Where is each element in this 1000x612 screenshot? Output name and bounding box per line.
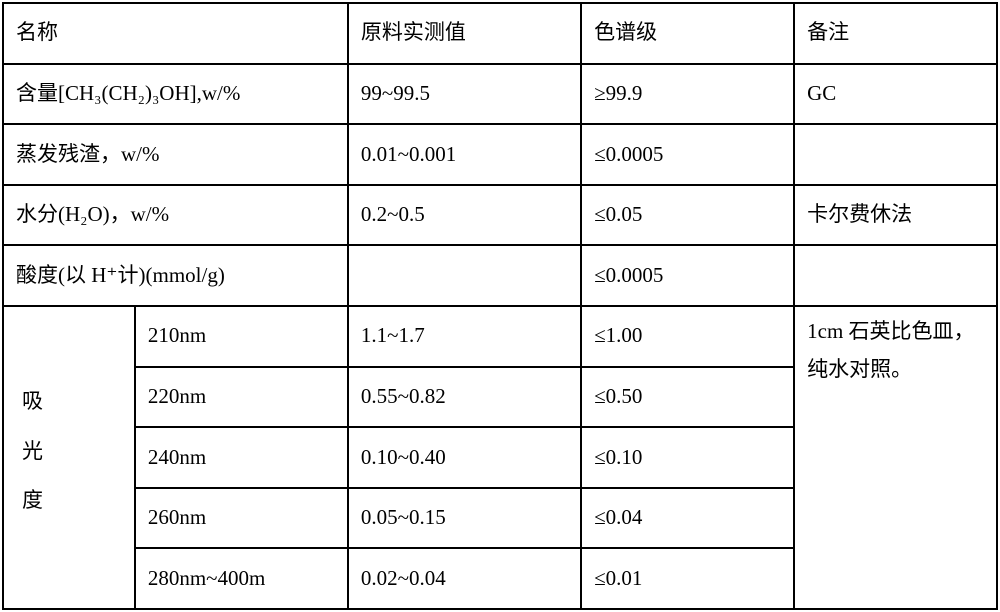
row-chrom: ≤0.0005 bbox=[581, 245, 794, 306]
row-chrom: ≥99.9 bbox=[581, 64, 794, 125]
spec-table-wrapper: 名称 原料实测值 色谱级 备注 含量[CH₃(CH₂)₃OH],w/% 99~9… bbox=[0, 0, 1000, 612]
absorbance-chrom: ≤0.04 bbox=[581, 488, 794, 549]
absorbance-wavelength: 240nm bbox=[135, 427, 348, 488]
row-raw: 0.2~0.5 bbox=[348, 185, 581, 246]
absorbance-raw: 0.55~0.82 bbox=[348, 367, 581, 428]
row-name: 蒸发残渣，w/% bbox=[3, 124, 348, 185]
header-note: 备注 bbox=[794, 3, 997, 64]
table-row: 蒸发残渣，w/% 0.01~0.001 ≤0.0005 bbox=[3, 124, 997, 185]
absorbance-wavelength: 220nm bbox=[135, 367, 348, 428]
table-row: 含量[CH₃(CH₂)₃OH],w/% 99~99.5 ≥99.9 GC bbox=[3, 64, 997, 125]
absorbance-chrom: ≤0.10 bbox=[581, 427, 794, 488]
table-row: 吸 光 度 210nm 1.1~1.7 ≤1.00 1cm 石英比色皿，纯水对照… bbox=[3, 306, 997, 367]
table-header-row: 名称 原料实测值 色谱级 备注 bbox=[3, 3, 997, 64]
absorbance-raw: 0.10~0.40 bbox=[348, 427, 581, 488]
absorbance-note: 1cm 石英比色皿，纯水对照。 bbox=[794, 306, 997, 609]
row-note: GC bbox=[794, 64, 997, 125]
absorbance-chrom: ≤0.50 bbox=[581, 367, 794, 428]
header-raw: 原料实测值 bbox=[348, 3, 581, 64]
absorbance-group-label: 吸 光 度 bbox=[3, 306, 135, 609]
absorbance-raw: 0.02~0.04 bbox=[348, 548, 581, 609]
row-name: 水分(H₂O)，w/% bbox=[3, 185, 348, 246]
absorbance-label-char: 光 bbox=[22, 433, 122, 471]
table-row: 酸度(以 H⁺计)(mmol/g) ≤0.0005 bbox=[3, 245, 997, 306]
absorbance-raw: 0.05~0.15 bbox=[348, 488, 581, 549]
absorbance-raw: 1.1~1.7 bbox=[348, 306, 581, 367]
row-raw bbox=[348, 245, 581, 306]
absorbance-wavelength: 280nm~400m bbox=[135, 548, 348, 609]
header-chrom: 色谱级 bbox=[581, 3, 794, 64]
row-name: 酸度(以 H⁺计)(mmol/g) bbox=[3, 245, 348, 306]
row-note bbox=[794, 245, 997, 306]
absorbance-chrom: ≤1.00 bbox=[581, 306, 794, 367]
row-note bbox=[794, 124, 997, 185]
row-raw: 99~99.5 bbox=[348, 64, 581, 125]
header-name: 名称 bbox=[3, 3, 348, 64]
spec-table: 名称 原料实测值 色谱级 备注 含量[CH₃(CH₂)₃OH],w/% 99~9… bbox=[2, 2, 998, 610]
absorbance-label-char: 吸 bbox=[22, 383, 122, 421]
row-chrom: ≤0.0005 bbox=[581, 124, 794, 185]
row-chrom: ≤0.05 bbox=[581, 185, 794, 246]
row-name: 含量[CH₃(CH₂)₃OH],w/% bbox=[3, 64, 348, 125]
absorbance-wavelength: 210nm bbox=[135, 306, 348, 367]
row-raw: 0.01~0.001 bbox=[348, 124, 581, 185]
absorbance-chrom: ≤0.01 bbox=[581, 548, 794, 609]
row-note: 卡尔费休法 bbox=[794, 185, 997, 246]
absorbance-label-char: 度 bbox=[22, 482, 122, 520]
table-row: 水分(H₂O)，w/% 0.2~0.5 ≤0.05 卡尔费休法 bbox=[3, 185, 997, 246]
absorbance-wavelength: 260nm bbox=[135, 488, 348, 549]
